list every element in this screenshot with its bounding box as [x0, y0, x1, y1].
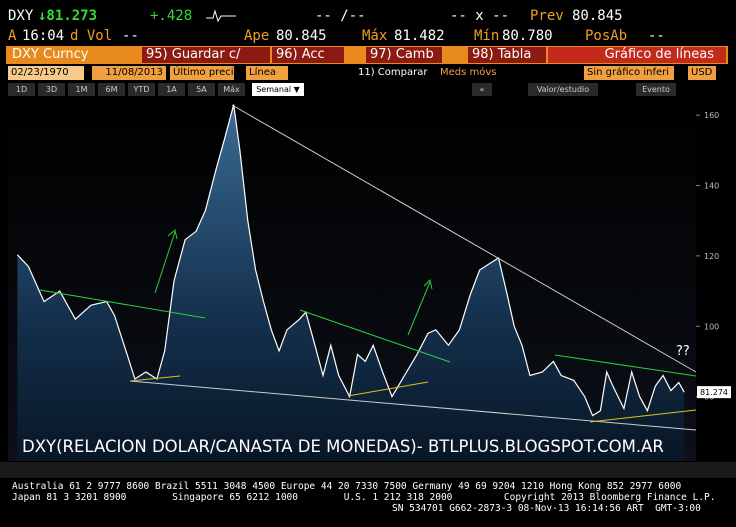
vol-label: d Vol	[70, 28, 113, 44]
moving-averages[interactable]: Meds móvs	[440, 67, 497, 78]
footer-line: SN 534701 G662-2873-3 08-Nov-13 16:14:56…	[392, 503, 701, 514]
trendline	[39, 289, 206, 319]
period-tab[interactable]: YTD	[128, 83, 155, 96]
caption: DXY(RELACION DOLAR/CANASTA DE MONEDAS)- …	[22, 437, 664, 456]
trendline	[589, 409, 697, 423]
sparkline-icon	[206, 9, 236, 23]
trendline	[231, 104, 697, 373]
trendline	[299, 309, 451, 363]
annotation: ??	[676, 344, 690, 359]
pos: --	[648, 28, 665, 44]
frequency[interactable]: Semanal ▼	[252, 83, 304, 96]
trendline	[554, 354, 697, 377]
compare[interactable]: 11) Comparar	[358, 67, 428, 78]
open-label: Ape	[244, 28, 270, 44]
ticker: DXY	[8, 8, 34, 24]
period-tab[interactable]: 1M	[68, 83, 95, 96]
area	[17, 104, 685, 461]
y-tick-label: 140	[704, 182, 719, 191]
change-button[interactable]: 97) Camb	[366, 47, 442, 63]
trendline	[347, 381, 429, 397]
field-select[interactable]: Último preci	[170, 66, 234, 80]
last-value-label: 81.274	[700, 388, 728, 397]
period-tab[interactable]: 1D	[8, 83, 35, 96]
x-axis-band	[0, 462, 736, 478]
size: -- x --	[450, 8, 510, 24]
high: 81.482	[394, 28, 445, 44]
period-tab[interactable]: 3D	[38, 83, 65, 96]
trendlines	[39, 104, 697, 431]
open: 80.845	[276, 28, 327, 44]
start-date[interactable]: 02/23/1970	[8, 66, 84, 80]
change: +.428	[150, 8, 193, 24]
table-button[interactable]: 98) Tabla	[468, 47, 546, 63]
arrow	[407, 281, 431, 336]
low: 80.780	[502, 28, 553, 44]
prev-label: Prev	[530, 8, 564, 24]
period-tab[interactable]: 1A	[158, 83, 185, 96]
prev: 80.845	[572, 8, 623, 24]
arrow-head	[167, 229, 178, 240]
time: 16:04	[22, 28, 65, 44]
lower-chart[interactable]: Sin gráfico inferi	[584, 66, 674, 80]
currency[interactable]: USD	[688, 66, 716, 80]
chart-kind[interactable]: Gráfico de líneas	[548, 47, 726, 63]
study[interactable]: Valor/estudio	[528, 83, 598, 96]
arrow-head	[423, 279, 433, 290]
collapse[interactable]: «	[472, 83, 492, 96]
footer-line: Australia 61 2 9777 8600 Brazil 5511 304…	[12, 481, 682, 492]
pos-label: PosAb	[585, 28, 628, 44]
line	[16, 104, 685, 417]
y-tick-label: 100	[704, 322, 719, 331]
low-label: Mín	[474, 28, 500, 44]
actions-button[interactable]: 96) Acc	[272, 47, 344, 63]
arrow	[154, 231, 176, 294]
vol: --	[122, 28, 139, 44]
y-tick-label: 160	[704, 111, 719, 120]
trendline	[129, 380, 697, 431]
save-button[interactable]: 95) Guardar c/	[142, 47, 270, 63]
security[interactable]: DXY Curncy	[8, 47, 140, 63]
period-tab[interactable]: 6M	[98, 83, 125, 96]
high-label: Máx	[362, 28, 388, 44]
period-tab[interactable]: 5A	[188, 83, 215, 96]
time-label: A	[8, 28, 17, 44]
style-select[interactable]: Línea	[246, 66, 288, 80]
last-value-tag	[697, 386, 731, 399]
trendline	[129, 375, 181, 382]
event[interactable]: Evento	[636, 83, 676, 96]
footer-line: Japan 81 3 3201 8900 Singapore 65 6212 1…	[12, 492, 716, 503]
y-tick-label: 120	[704, 252, 719, 261]
bid-ask: -- /--	[315, 8, 366, 24]
end-date[interactable]: 11/08/2013	[92, 66, 166, 80]
period-tab[interactable]: Máx	[218, 83, 245, 96]
last-price: ↓81.273	[38, 8, 98, 24]
